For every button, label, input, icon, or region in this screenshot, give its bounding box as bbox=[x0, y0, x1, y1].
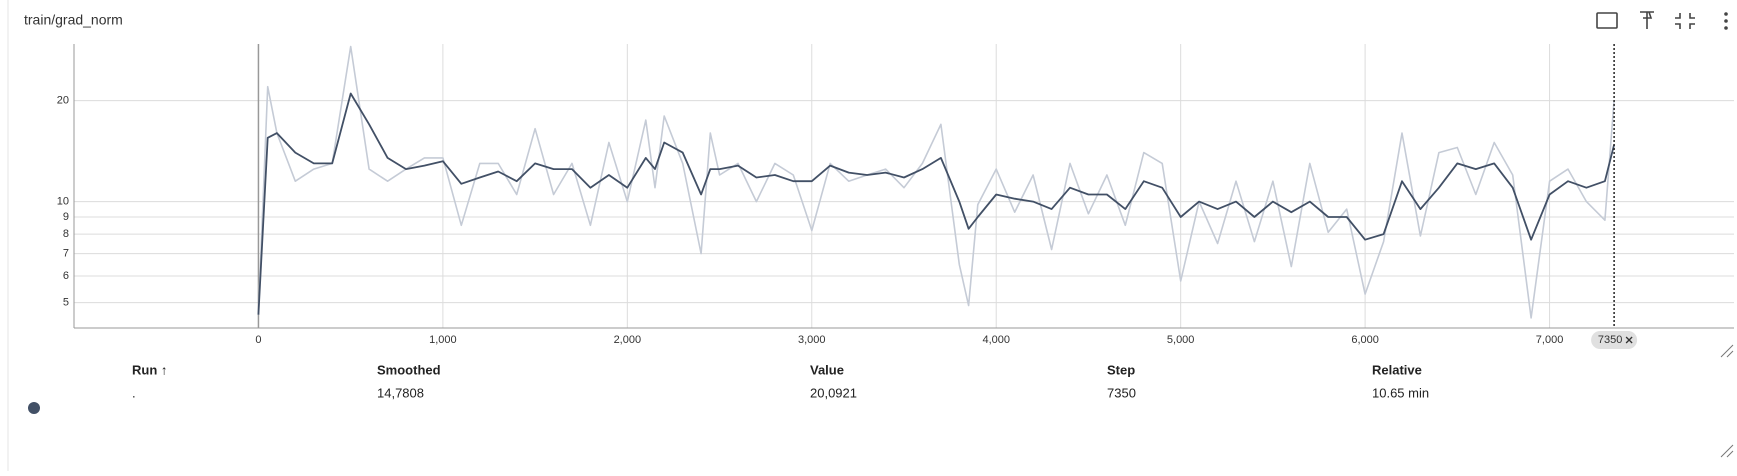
table-cell: 14,7808 bbox=[377, 385, 424, 400]
y-tick-label: 7 bbox=[63, 247, 69, 259]
table-header: Run ↑ bbox=[132, 362, 167, 377]
table-cell: . bbox=[132, 385, 136, 400]
x-tick-label: 7,000 bbox=[1536, 334, 1564, 346]
table-cell: 7350 bbox=[1107, 385, 1136, 400]
card-title: train/grad_norm bbox=[24, 12, 123, 28]
resize-handle[interactable] bbox=[1720, 444, 1734, 458]
table-header: Value bbox=[810, 362, 844, 377]
fit-domain-button[interactable] bbox=[1596, 12, 1618, 29]
cursor-label: 7350 bbox=[1598, 334, 1622, 346]
y-tick-label: 5 bbox=[63, 297, 69, 309]
x-tick-label: 5,000 bbox=[1167, 334, 1195, 346]
pin-button[interactable] bbox=[1640, 11, 1654, 29]
menu-button[interactable] bbox=[1724, 12, 1728, 30]
series-line bbox=[257, 92, 1615, 315]
collapse-button[interactable] bbox=[1675, 13, 1695, 29]
x-tick-label: 1,000 bbox=[429, 334, 457, 346]
x-tick-label: 4,000 bbox=[982, 334, 1010, 346]
y-tick-label: 9 bbox=[63, 211, 69, 223]
table-header: Smoothed bbox=[377, 362, 441, 377]
x-tick-label: 2,000 bbox=[614, 334, 642, 346]
x-tick-label: 3,000 bbox=[798, 334, 826, 346]
y-tick-label: 10 bbox=[57, 196, 69, 208]
table-header: Relative bbox=[1372, 362, 1422, 377]
resize-handle[interactable] bbox=[1720, 344, 1734, 358]
resize-handles bbox=[1720, 344, 1734, 458]
x-tick-label: 6,000 bbox=[1351, 334, 1379, 346]
x-tick-label: 0 bbox=[255, 334, 261, 346]
table-cell: 20,0921 bbox=[810, 385, 857, 400]
y-tick-label: 6 bbox=[63, 270, 69, 282]
cursor-close[interactable] bbox=[1625, 336, 1633, 344]
y-tick-label: 20 bbox=[57, 95, 69, 107]
table-header: Step bbox=[1107, 362, 1135, 377]
cursor-chip bbox=[1591, 331, 1638, 349]
series-line bbox=[257, 45, 1615, 319]
toolbar bbox=[1596, 11, 1728, 30]
y-tick-label: 8 bbox=[63, 228, 69, 240]
table-cell: 10.65 min bbox=[1372, 385, 1429, 400]
run-color-dot bbox=[28, 402, 40, 414]
